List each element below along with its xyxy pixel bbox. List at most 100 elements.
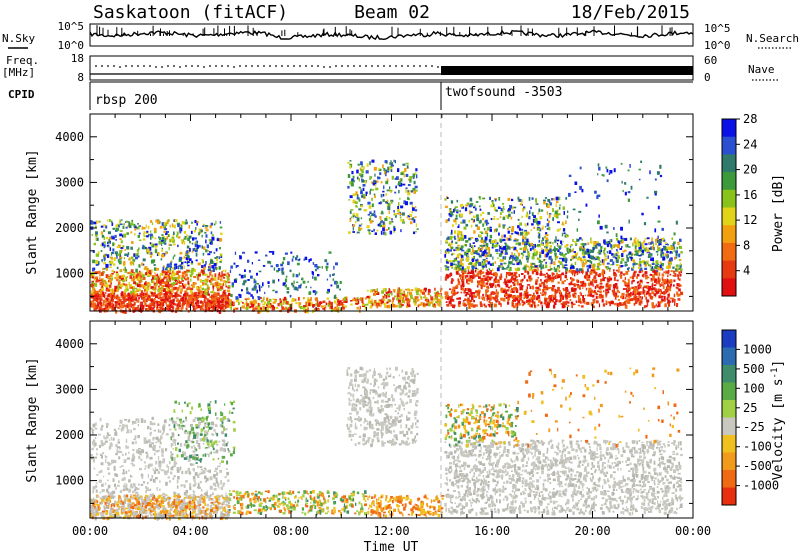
power-cell	[453, 260, 456, 263]
power-cell	[187, 269, 190, 272]
power-cell	[134, 282, 138, 286]
power-cell	[405, 162, 409, 165]
power-cell	[161, 237, 164, 240]
power-cell	[450, 304, 454, 307]
power-cell	[485, 291, 487, 296]
power-cell	[175, 280, 177, 283]
frequency-dot	[335, 65, 337, 67]
power-cell	[528, 215, 531, 220]
power-cell	[178, 270, 181, 274]
power-cell	[545, 261, 547, 264]
sky-left-tick-top: 10^5	[58, 20, 85, 33]
power-cell	[536, 268, 539, 272]
power-cell	[513, 284, 515, 286]
power-cell	[531, 197, 534, 200]
power-cell	[92, 259, 96, 264]
power-cell	[676, 274, 680, 277]
power-cell	[424, 294, 426, 298]
power-cell	[491, 243, 494, 247]
power-cell	[154, 272, 156, 275]
power-cell	[484, 277, 488, 281]
frequency-dot	[371, 65, 373, 67]
power-cell	[147, 274, 151, 276]
power-cell	[492, 268, 494, 272]
power-cell	[120, 247, 124, 249]
power-cell	[176, 293, 180, 297]
power-cell	[624, 261, 628, 264]
power-cell	[157, 302, 160, 304]
power-cell	[119, 275, 121, 279]
power-cell	[582, 270, 585, 273]
power-cell	[623, 249, 627, 252]
power-cell	[244, 298, 248, 300]
power-cell	[166, 220, 169, 225]
power-cell	[391, 300, 394, 304]
power-cell	[253, 280, 257, 284]
power-cell	[610, 244, 613, 248]
power-cell	[591, 290, 594, 294]
power-cell	[312, 304, 315, 308]
power-cell	[101, 304, 104, 307]
power-cell	[105, 286, 108, 291]
power-cell	[642, 273, 645, 278]
power-cell	[182, 300, 185, 304]
power-cell	[433, 303, 435, 306]
power-cell	[136, 288, 140, 291]
power-cell	[185, 221, 188, 225]
power-cell	[644, 248, 646, 252]
power-cell	[109, 294, 113, 298]
power-cell	[126, 276, 128, 279]
power-cell	[646, 281, 650, 284]
power-cell	[565, 297, 569, 300]
power-cell	[159, 302, 163, 305]
power-cell	[399, 213, 402, 215]
power-cell	[190, 230, 193, 234]
power-cell	[181, 271, 185, 275]
power-cell	[531, 223, 534, 226]
power-cell	[387, 291, 391, 294]
power-cell	[204, 308, 207, 313]
power-cell	[650, 258, 653, 261]
power-cell	[651, 274, 655, 278]
power-cell	[598, 249, 601, 253]
power-cell	[474, 262, 476, 265]
power-cell	[382, 164, 384, 169]
frequency-dot	[221, 65, 223, 67]
power-cell	[132, 298, 136, 301]
power-cell	[662, 245, 665, 248]
power-cell	[407, 190, 411, 193]
power-cell	[555, 237, 557, 241]
power-cell	[538, 283, 542, 287]
power-cell	[250, 275, 253, 279]
power-cell	[631, 280, 633, 285]
power-cell	[91, 275, 95, 279]
power-cell	[539, 254, 542, 258]
power-cell	[141, 305, 145, 309]
power-cell	[161, 270, 165, 273]
power-cell	[211, 274, 214, 279]
power-cell	[246, 307, 249, 311]
power-cell	[373, 299, 377, 304]
power-cell	[145, 272, 148, 276]
power-cell	[146, 230, 149, 233]
power-cell	[378, 168, 382, 172]
power-cell	[448, 242, 451, 245]
power-cell	[384, 304, 386, 308]
power-cell	[451, 288, 454, 292]
power-cell	[407, 190, 409, 194]
power-cell	[530, 304, 533, 308]
power-cell	[148, 282, 151, 285]
power-cell	[528, 243, 530, 246]
power-cell	[595, 295, 598, 300]
power-cell	[556, 275, 561, 278]
power-cell	[384, 288, 387, 292]
power-cell	[581, 251, 585, 255]
power-cell	[185, 298, 188, 303]
power-cell	[300, 283, 302, 286]
power-cell	[659, 301, 662, 304]
power-cell	[662, 256, 666, 261]
power-cell	[527, 253, 531, 257]
power-cell	[97, 251, 100, 255]
power-cell	[411, 211, 413, 214]
power-cell	[103, 258, 106, 262]
